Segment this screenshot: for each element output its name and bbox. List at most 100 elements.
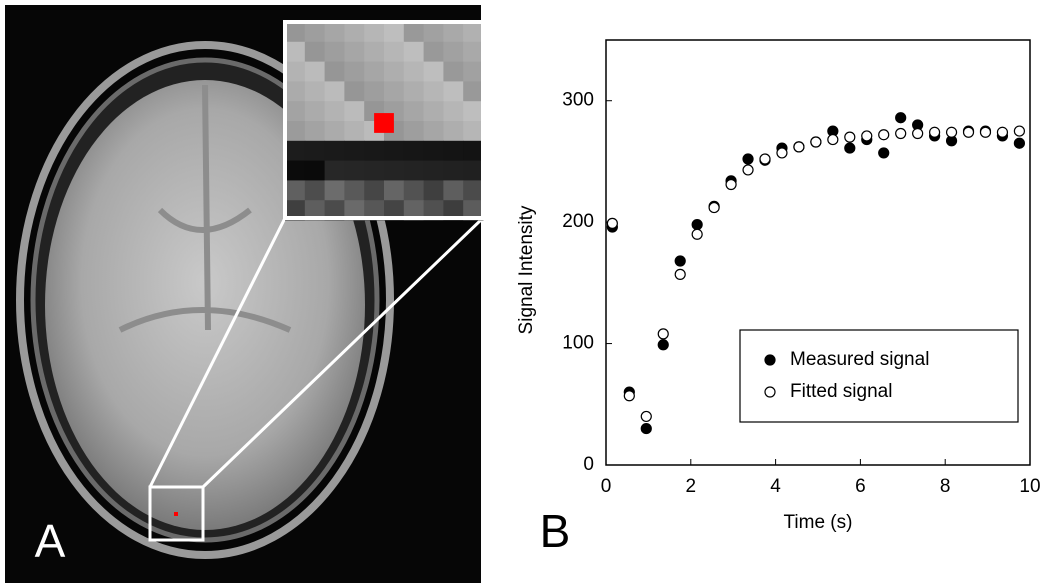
inset-pixel: [364, 61, 385, 82]
data-point: [962, 126, 975, 138]
x-axis-title: Time (s): [784, 512, 853, 533]
data-point: [827, 133, 839, 146]
data-point: [878, 129, 890, 141]
data-point: [725, 178, 737, 191]
data-point: [861, 130, 873, 142]
inset-pixel: [344, 81, 365, 102]
inset-pixel: [463, 121, 484, 142]
inset-pixel: [443, 180, 464, 201]
inset-pixel: [324, 101, 345, 122]
inset-pixel: [443, 81, 464, 102]
zoom-inset: [285, 22, 484, 221]
inset-pixel: [403, 41, 425, 63]
inset-pixel: [463, 41, 484, 63]
inset-pixel: [324, 200, 345, 221]
inset-pixel: [324, 180, 345, 201]
data-point: [810, 136, 822, 148]
inset-pixel: [364, 22, 385, 43]
data-point: [979, 126, 992, 138]
inset-pixel: [304, 41, 326, 63]
zoom-line: [201, 216, 485, 489]
x-tick-label: 0: [601, 476, 612, 497]
inset-pixel: [324, 160, 345, 181]
data-point: [928, 126, 941, 138]
inset-pixel: [344, 180, 365, 201]
legend-marker: [764, 354, 776, 366]
data-point: [640, 422, 652, 435]
inset-pixel: [364, 200, 385, 221]
inset-pixel: [344, 61, 365, 82]
data-point: [878, 147, 890, 159]
inset-pixel: [304, 101, 326, 122]
mri-panel: A: [5, 5, 485, 583]
panel-label: A: [35, 515, 66, 567]
data-point: [657, 339, 669, 351]
inset-pixel: [403, 101, 425, 122]
data-point: [742, 153, 754, 165]
inset-pixel: [463, 140, 484, 162]
inset-pixel: [364, 140, 385, 162]
inset-pixel: [364, 41, 385, 63]
legend-box: [739, 329, 1019, 423]
inset-pixel: [324, 121, 345, 142]
inset-pixel: [344, 22, 365, 43]
inset-pixel: [443, 101, 464, 122]
inset-pixel: [344, 140, 365, 162]
inset-pixel: [423, 160, 444, 181]
data-point: [759, 153, 771, 165]
inset-pixel: [463, 22, 484, 43]
inset-pixel: [423, 200, 444, 221]
legend-label: Fitted signal: [790, 381, 892, 402]
inset-pixel: [285, 121, 306, 142]
inset-pixel: [423, 121, 444, 142]
inset-pixel: [384, 81, 405, 102]
inset-pixel: [423, 61, 444, 82]
inset-pixel: [285, 22, 306, 43]
inset-pixel: [403, 61, 425, 82]
data-point: [844, 142, 856, 154]
inset-pixel: [384, 180, 405, 201]
inset-pixel: [423, 41, 444, 63]
inset-pixel: [324, 22, 345, 43]
x-tick-label: 6: [855, 476, 866, 497]
inset-pixel: [403, 180, 425, 201]
data-point: [674, 255, 686, 267]
inset-pixel: [285, 200, 306, 221]
inset-pixel: [304, 81, 326, 102]
data-point: [793, 141, 805, 153]
data-point: [776, 147, 788, 159]
inset-pixel: [463, 101, 484, 122]
data-point: [657, 328, 669, 340]
inset-pixel: [423, 180, 444, 201]
inset-pixel: [285, 160, 306, 181]
inset-pixel: [324, 140, 345, 162]
inset-pixel: [364, 180, 385, 201]
x-tick-label: 2: [686, 476, 697, 497]
data-point: [708, 201, 720, 214]
inset-pixel: [463, 160, 484, 181]
legend-label: Measured signal: [790, 349, 929, 370]
inset-pixel: [304, 22, 326, 43]
data-point: [640, 410, 652, 423]
inset-border: [283, 20, 485, 220]
data-point: [691, 218, 703, 231]
data-point: [912, 127, 924, 140]
inset-pixel: [463, 81, 484, 102]
inset-roi-pixel: [374, 113, 394, 133]
x-tick-label: 8: [940, 476, 951, 497]
inset-pixel: [285, 180, 306, 201]
data-point: [945, 126, 958, 138]
legend-marker: [764, 386, 776, 398]
inset-pixel: [285, 81, 306, 102]
inset-pixel: [304, 160, 326, 181]
data-point: [623, 390, 635, 402]
data-point: [674, 268, 686, 280]
inset-pixel: [324, 41, 345, 63]
roi-pixel: [174, 512, 178, 516]
inset-pixel: [463, 200, 484, 221]
inset-pixel: [403, 121, 425, 142]
data-point: [895, 127, 907, 140]
inset-pixel: [384, 61, 405, 82]
inset-pixel: [463, 61, 484, 82]
inset-pixel: [285, 101, 306, 122]
